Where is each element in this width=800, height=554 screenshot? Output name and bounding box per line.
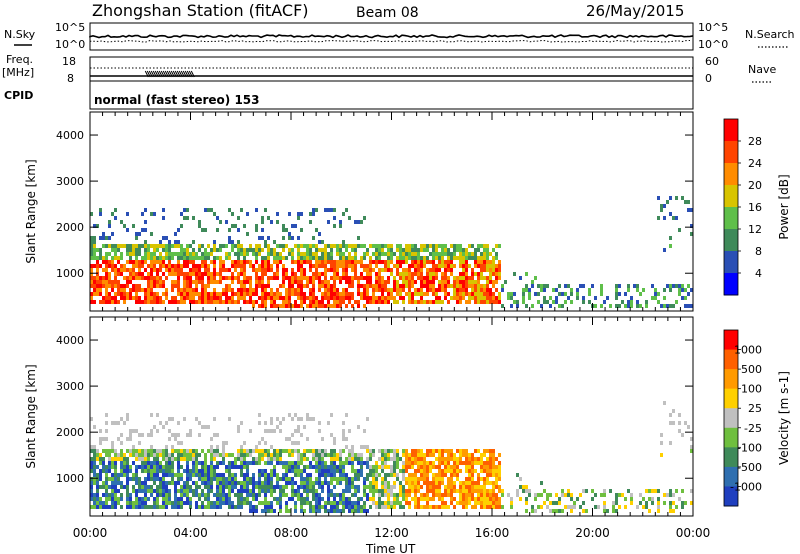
colorbar-segment bbox=[724, 207, 738, 230]
ytick-label: 3000 bbox=[56, 380, 84, 393]
velocity-heatmap: 1000 2000 3000 4000 Slant Range [km] bbox=[24, 316, 694, 517]
colorbar-segment bbox=[724, 251, 738, 274]
colorbar-segment bbox=[724, 466, 738, 487]
time-axis: 00:00 04:00 08:00 12:00 16:00 20:00 00:00 bbox=[73, 526, 711, 540]
colorbar-tick: 1000 bbox=[734, 344, 762, 357]
colorbar-tick: 100 bbox=[741, 383, 762, 396]
colorbar-tick: 4 bbox=[755, 267, 762, 280]
xtick-label: 16:00 bbox=[475, 526, 510, 540]
freq-tick-lo: 8 bbox=[67, 72, 74, 85]
noise-tick-lo: 10^0 bbox=[55, 38, 85, 51]
date-label: 26/May/2015 bbox=[586, 2, 684, 20]
xtick-label: 08:00 bbox=[274, 526, 309, 540]
cpid-panel: CPID normal (fast stereo) 153 bbox=[4, 80, 694, 110]
ylabel: Slant Range [km] bbox=[24, 364, 38, 468]
colorbar-tick: -25 bbox=[744, 422, 762, 435]
xtick-label: 12:00 bbox=[374, 526, 409, 540]
freq-tick-hi: 18 bbox=[62, 55, 76, 68]
noise-tick-hi-right: 10^5 bbox=[698, 21, 728, 34]
colorbar-tick: 16 bbox=[748, 201, 762, 214]
colorbar-segment bbox=[724, 427, 738, 448]
colorbar-segment bbox=[724, 119, 738, 142]
cpid-label: CPID bbox=[4, 89, 33, 102]
colorbar-tick: 20 bbox=[748, 179, 762, 192]
colorbar-tick: 28 bbox=[748, 135, 762, 148]
xlabel: Time UT bbox=[365, 542, 416, 554]
colorbar-segment bbox=[724, 185, 738, 208]
colorbar-tick: 12 bbox=[748, 223, 762, 236]
colorbar-segment bbox=[724, 486, 738, 507]
colorbar-tick: 8 bbox=[755, 245, 762, 258]
colorbar-tick: -500 bbox=[737, 461, 762, 474]
colorbar-segment bbox=[724, 273, 738, 296]
power-heatmap: 1000 2000 3000 4000 Slant Range [km] bbox=[24, 111, 694, 312]
ytick-label: 4000 bbox=[56, 129, 84, 142]
colorbar-segment bbox=[724, 408, 738, 429]
ylabel: Slant Range [km] bbox=[24, 159, 38, 263]
ytick-label: 1000 bbox=[56, 472, 84, 485]
colorbar-segment bbox=[724, 163, 738, 186]
colorbar-segment bbox=[724, 349, 738, 370]
power-colorbar: 4 8 12 16 20 24 28 Power [dB] bbox=[723, 118, 791, 296]
noise-tick-hi: 10^5 bbox=[55, 21, 85, 34]
cpid-value: normal (fast stereo) 153 bbox=[94, 93, 260, 107]
nsky-label: N.Sky bbox=[4, 28, 36, 41]
colorbar-segment bbox=[724, 447, 738, 468]
colorbar-tick: -100 bbox=[737, 441, 762, 454]
nave-tick-hi: 60 bbox=[705, 55, 719, 68]
ytick-label: 2000 bbox=[56, 426, 84, 439]
colorbar-label: Power [dB] bbox=[777, 174, 791, 239]
ytick-label: 2000 bbox=[56, 221, 84, 234]
station-title: Zhongshan Station (fitACF) bbox=[92, 1, 309, 20]
colorbar-segment bbox=[724, 229, 738, 252]
noise-panel: N.Sky 10^5 10^0 10^5 10^0 N.Search bbox=[4, 21, 795, 51]
colorbar-tick: 24 bbox=[748, 157, 762, 170]
ytick-label: 4000 bbox=[56, 334, 84, 347]
noise-tick-lo-right: 10^0 bbox=[698, 38, 728, 51]
xtick-label: 00:00 bbox=[676, 526, 711, 540]
freq-label: Freq. bbox=[6, 53, 33, 66]
nsearch-label: N.Search bbox=[745, 28, 795, 41]
ytick-label: 3000 bbox=[56, 175, 84, 188]
mhz-label: [MHz] bbox=[2, 66, 34, 79]
nave-tick-lo: 0 bbox=[705, 72, 712, 85]
colorbar-segment bbox=[724, 388, 738, 409]
nave-label: Nave bbox=[748, 63, 776, 76]
velocity-colorbar: 1000 500 100 25 -25 -100 -500 -1000 Velocity [m … bbox=[723, 329, 791, 507]
colorbar-tick: -1000 bbox=[730, 480, 762, 493]
beam-label: Beam 08 bbox=[356, 5, 419, 21]
xtick-label: 20:00 bbox=[575, 526, 610, 540]
freq-panel: Freq. [MHz] 18 8 60 0 Nave bbox=[2, 53, 776, 85]
colorbar-segment bbox=[724, 369, 738, 390]
colorbar-segment bbox=[724, 141, 738, 164]
xtick-label: 04:00 bbox=[173, 526, 208, 540]
colorbar-tick: 500 bbox=[741, 363, 762, 376]
colorbar-tick: 25 bbox=[748, 402, 762, 415]
ytick-label: 1000 bbox=[56, 267, 84, 280]
xtick-label: 00:00 bbox=[73, 526, 108, 540]
colorbar-segment bbox=[724, 330, 738, 351]
colorbar-label: Velocity [m s-1] bbox=[777, 371, 791, 465]
